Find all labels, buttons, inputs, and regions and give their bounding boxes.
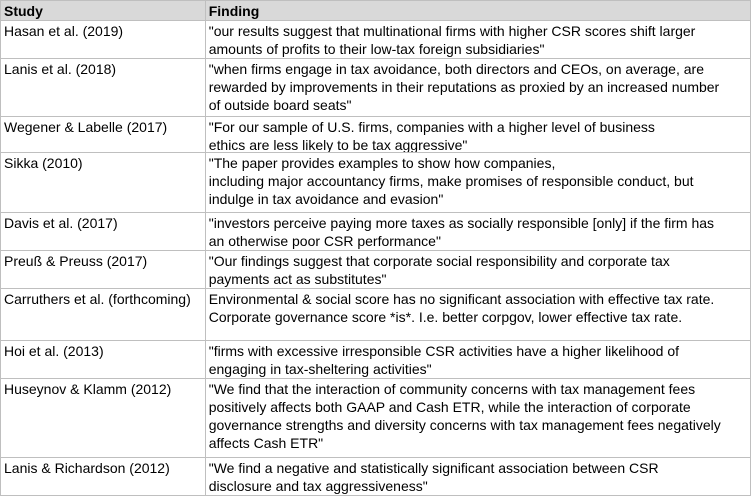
finding-cell: "our results suggest that multinational … <box>205 21 751 59</box>
table-row: Preuß & Preuss (2017) "Our findings sugge… <box>1 251 751 289</box>
finding-line: an otherwise poor CSR performance" <box>208 233 441 249</box>
study-cell: Carruthers et al. (forthcoming) <box>1 289 206 341</box>
finding-line: "our results suggest that multinational … <box>208 23 696 39</box>
table-row: Wegener & Labelle (2017) "For our sample … <box>1 117 751 153</box>
finding-line: indulge in tax avoidance and evasion" <box>208 191 444 207</box>
finding-line: of outside board seats" <box>208 97 352 113</box>
finding-cell: "when firms engage in tax avoidance, bot… <box>205 59 751 117</box>
finding-line: rewarded by improvements in their reputa… <box>208 79 720 95</box>
header-row: Study Finding <box>1 1 751 21</box>
header-cell: Study <box>1 1 206 21</box>
finding-line: "For our sample of U.S. firms, companies… <box>208 119 655 135</box>
study-cell: Sikka (2010) <box>1 153 206 213</box>
finding-line: "We find that the interaction of communi… <box>208 381 696 397</box>
finding-line: affects Cash ETR" <box>208 435 324 451</box>
table-row: Lanis & Richardson (2012) "We find a nega… <box>1 458 751 496</box>
finding-line: "Our findings suggest that corporate soc… <box>208 253 670 269</box>
finding-line: ethics are less likely to be tax aggress… <box>208 137 468 153</box>
study-cell: Hoi et al. (2013) <box>1 341 206 379</box>
finding-cell: "The paper provides examples to show how… <box>205 153 751 213</box>
study-cell: Lanis & Richardson (2012) <box>1 458 206 496</box>
header-cell: Finding <box>205 1 751 21</box>
finding-line: "when firms engage in tax avoidance, bot… <box>208 61 704 77</box>
finding-cell: "For our sample of U.S. firms, companies… <box>205 117 751 153</box>
finding-cell: Environmental & social score has no sign… <box>205 289 751 341</box>
study-cell: Preuß & Preuss (2017) <box>1 251 206 289</box>
table-row: Lanis et al. (2018) "when firms engage in… <box>1 59 751 117</box>
finding-line: amounts of profits to their low-tax fore… <box>208 41 545 57</box>
finding-line: "We find a negative and statistically si… <box>208 460 659 476</box>
finding-line: governance strengths and diversity conce… <box>208 417 721 433</box>
finding-cell: "Our findings suggest that corporate soc… <box>205 251 751 289</box>
finding-cell: "We find that the interaction of communi… <box>205 379 751 458</box>
study-cell: Huseynov & Klamm (2012) <box>1 379 206 458</box>
finding-line: "firms with excessive irresponsible CSR … <box>208 343 680 359</box>
finding-cell: "investors perceive paying more taxes as… <box>205 213 751 251</box>
table-row: Hoi et al. (2013) "firms with excessive i… <box>1 341 751 379</box>
table-row: Sikka (2010) "The paper provides examples… <box>1 153 751 213</box>
study-cell: Wegener & Labelle (2017) <box>1 117 206 153</box>
table-row: Hasan et al. (2019) "our results suggest … <box>1 21 751 59</box>
finding-line: "The paper provides examples to show how… <box>208 155 556 171</box>
table-row: Carruthers et al. (forthcoming) Environme… <box>1 289 751 341</box>
finding-line: disclosure and tax aggressiveness" <box>208 478 428 494</box>
finding-line: engaging in tax-sheltering activities" <box>208 361 432 377</box>
table-row: Davis et al. (2017) "investors perceive p… <box>1 213 751 251</box>
table-row: Huseynov & Klamm (2012) "We find that the… <box>1 379 751 458</box>
finding-cell: "firms with excessive irresponsible CSR … <box>205 341 751 379</box>
finding-line: payments act as substitutes" <box>208 271 387 287</box>
finding-line: positively affects both GAAP and Cash ET… <box>208 399 691 415</box>
finding-line: Corporate governance score *is*. I.e. be… <box>208 309 683 325</box>
study-cell: Davis et al. (2017) <box>1 213 206 251</box>
finding-line: including major accountancy firms, make … <box>208 173 694 189</box>
finding-cell: "We find a negative and statistically si… <box>205 458 751 496</box>
study-cell: Lanis et al. (2018) <box>1 59 206 117</box>
study-cell: Hasan et al. (2019) <box>1 21 206 59</box>
finding-line: "investors perceive paying more taxes as… <box>208 215 715 231</box>
finding-line: Environmental & social score has no sign… <box>208 291 715 307</box>
